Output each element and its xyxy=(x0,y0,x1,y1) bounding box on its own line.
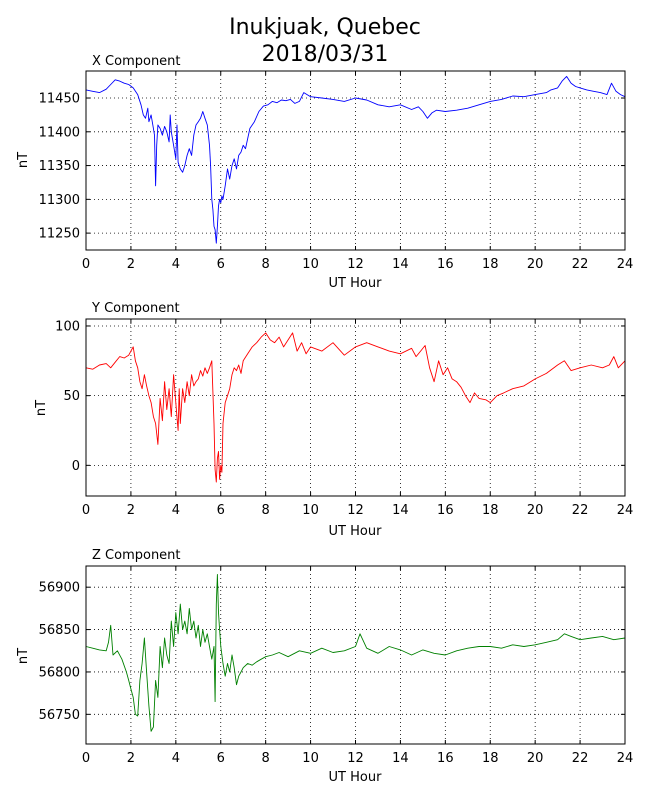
x-component-xtick-label: 22 xyxy=(572,257,589,272)
figure-title-line-2: 2018/03/31 xyxy=(262,42,389,67)
z-component-xtick-label: 8 xyxy=(262,751,270,766)
x-component-ytick-label: 11450 xyxy=(39,92,80,107)
z-component-ytick-label: 56750 xyxy=(39,708,80,723)
z-component-ytick-label: 56800 xyxy=(39,665,80,680)
x-component-title: X Component xyxy=(92,54,181,69)
y-component-xtick-label: 10 xyxy=(302,503,319,518)
z-component-plot-area: 0 2 4 6 8 10 12 14 16 18 20 22 245675056800568505690… xyxy=(39,565,634,766)
z-component-ylabel: nT xyxy=(16,648,31,664)
z-component-xtick-label: 20 xyxy=(527,751,544,766)
x-component-xtick-label: 24 xyxy=(617,257,634,272)
x-component-xlabel: UT Hour xyxy=(329,276,383,291)
y-component-xtick-label: 4 xyxy=(172,503,180,518)
y-component-xtick-label: 0 xyxy=(82,503,90,518)
x-component-ytick-label: 11350 xyxy=(39,159,80,174)
y-component-data-line xyxy=(85,332,626,483)
y-component-xtick-label: 20 xyxy=(527,503,544,518)
x-component-xtick-label: 20 xyxy=(527,257,544,272)
x-component-xtick-label: 14 xyxy=(392,257,409,272)
z-component-panel: Z Component 0 2 4 6 8 10 12 14 16 18 20 22 245675056… xyxy=(16,548,633,785)
y-component-xtick-label: 18 xyxy=(482,503,499,518)
x-component-xtick-label: 12 xyxy=(347,257,364,272)
x-component-ytick-label: 11250 xyxy=(39,227,80,242)
z-component-xtick-label: 2 xyxy=(127,751,135,766)
y-component-ylabel: nT xyxy=(34,400,49,416)
z-component-xtick-label: 18 xyxy=(482,751,499,766)
z-component-ytick-label: 56850 xyxy=(39,623,80,638)
y-component-ytick-label: 100 xyxy=(55,319,80,334)
y-component-ytick-label: 0 xyxy=(72,459,80,474)
z-component-xlabel: UT Hour xyxy=(329,770,383,785)
y-component-xtick-label: 22 xyxy=(572,503,589,518)
x-component-ytick-label: 11400 xyxy=(39,125,80,140)
z-component-xtick-label: 4 xyxy=(172,751,180,766)
x-component-data-line xyxy=(85,75,626,244)
y-component-xtick-label: 6 xyxy=(217,503,225,518)
x-component-panel: X Component 0 2 4 6 8 10 12 14 16 18 20 22 241125011… xyxy=(16,54,633,291)
x-component-plot-area: 0 2 4 6 8 10 12 14 16 18 20 22 241125011300113501140… xyxy=(39,70,634,272)
z-component-xtick-label: 22 xyxy=(572,751,589,766)
x-component-xtick-label: 10 xyxy=(302,257,319,272)
z-component-xtick-label: 6 xyxy=(217,751,225,766)
x-component-ylabel: nT xyxy=(16,152,31,168)
z-component-ytick-label: 56900 xyxy=(39,581,80,596)
x-component-xtick-label: 2 xyxy=(127,257,135,272)
figure-title-line-1: Inukjuak, Quebec xyxy=(229,15,421,40)
y-component-xlabel: UT Hour xyxy=(329,524,383,539)
z-component-xtick-label: 12 xyxy=(347,751,364,766)
z-component-xtick-label: 14 xyxy=(392,751,409,766)
z-component-xtick-label: 10 xyxy=(302,751,319,766)
x-component-xtick-label: 6 xyxy=(217,257,225,272)
z-component-xtick-label: 24 xyxy=(617,751,634,766)
x-component-xtick-label: 0 xyxy=(82,257,90,272)
x-component-xtick-label: 8 xyxy=(262,257,270,272)
y-component-xtick-label: 16 xyxy=(437,503,454,518)
x-component-xtick-label: 16 xyxy=(437,257,454,272)
y-component-xtick-label: 12 xyxy=(347,503,364,518)
z-component-xtick-label: 16 xyxy=(437,751,454,766)
z-component-title: Z Component xyxy=(92,548,181,563)
x-component-ytick-label: 11300 xyxy=(39,193,80,208)
y-component-xtick-label: 24 xyxy=(617,503,634,518)
y-component-title: Y Component xyxy=(91,301,180,316)
x-component-xtick-label: 4 xyxy=(172,257,180,272)
x-component-xtick-label: 18 xyxy=(482,257,499,272)
z-component-data-line xyxy=(85,574,626,732)
y-component-xtick-label: 8 xyxy=(262,503,270,518)
y-component-xtick-label: 14 xyxy=(392,503,409,518)
y-component-panel: Y Component 0 2 4 6 8 10 12 14 16 18 20 22 24050100 … xyxy=(34,301,633,539)
y-component-ytick-label: 50 xyxy=(63,389,80,404)
z-component-xtick-label: 0 xyxy=(82,751,90,766)
y-component-xtick-label: 2 xyxy=(127,503,135,518)
